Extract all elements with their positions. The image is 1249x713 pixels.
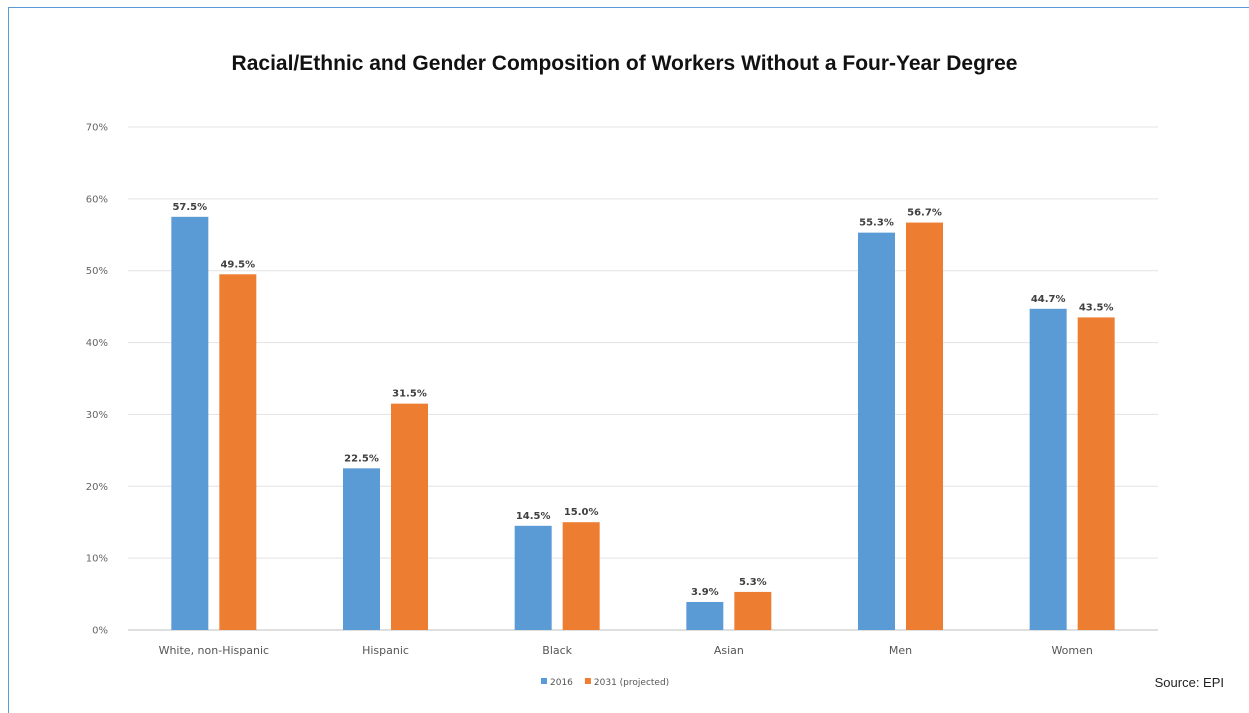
data-label: 5.3%	[739, 577, 767, 588]
y-tick-label: 10%	[86, 554, 108, 565]
bar	[171, 216, 209, 631]
y-tick-label: 40%	[86, 338, 108, 349]
y-tick-label: 70%	[86, 123, 108, 134]
x-tick-label: White, non-Hispanic	[159, 644, 269, 657]
source-note: Source: EPI	[1154, 675, 1224, 690]
y-tick-label: 50%	[86, 266, 108, 277]
bar	[514, 525, 552, 630]
legend-swatch	[541, 678, 547, 684]
chart-title: Racial/Ethnic and Gender Composition of …	[231, 52, 1018, 75]
bar	[219, 274, 257, 630]
data-label: 22.5%	[344, 453, 379, 464]
data-label: 14.5%	[516, 511, 551, 522]
data-label: 31.5%	[392, 389, 427, 400]
x-tick-label: Women	[1051, 644, 1092, 657]
bar	[391, 403, 428, 630]
legend-label: 2031 (projected)	[594, 678, 669, 688]
x-tick-label: Black	[542, 644, 572, 657]
bar	[343, 468, 380, 630]
data-label: 43.5%	[1079, 302, 1114, 313]
bar	[858, 232, 895, 630]
y-tick-label: 0%	[92, 626, 108, 637]
x-tick-label: Asian	[714, 644, 744, 657]
bar	[686, 601, 724, 630]
legend-label: 2016	[550, 678, 573, 688]
bar	[734, 591, 772, 630]
y-tick-label: 30%	[86, 410, 108, 421]
chart-frame	[8, 7, 1249, 713]
data-label: 44.7%	[1031, 294, 1066, 305]
x-tick-label: Hispanic	[362, 644, 409, 657]
data-label: 15.0%	[564, 507, 599, 518]
data-label: 56.7%	[907, 208, 942, 219]
y-tick-label: 20%	[86, 482, 108, 493]
bar	[906, 222, 943, 630]
data-label: 3.9%	[691, 587, 719, 598]
y-tick-label: 60%	[86, 194, 108, 205]
data-label: 57.5%	[172, 202, 207, 213]
data-label: 55.3%	[859, 218, 894, 229]
bar	[562, 522, 600, 630]
data-label: 49.5%	[220, 259, 255, 270]
x-tick-label: Men	[889, 644, 912, 657]
bar	[1029, 308, 1067, 630]
bar	[1077, 317, 1115, 630]
legend-swatch	[584, 678, 591, 684]
